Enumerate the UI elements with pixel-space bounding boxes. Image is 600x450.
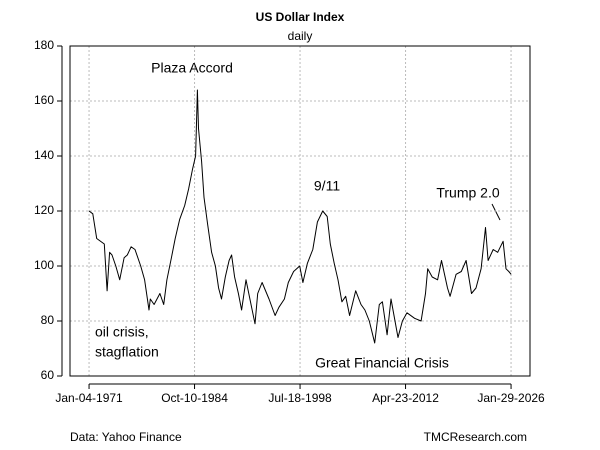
annotation: Great Financial Crisis xyxy=(315,355,449,371)
y-tick-label: 120 xyxy=(34,203,54,217)
y-tick-label: 80 xyxy=(41,313,55,327)
chart-title: US Dollar Index xyxy=(256,10,345,24)
x-tick-label: Jan-29-2026 xyxy=(477,391,545,405)
annotation-arrow xyxy=(491,203,501,221)
x-tick-label: Oct-10-1984 xyxy=(161,391,228,405)
y-tick-label: 160 xyxy=(34,93,54,107)
y-tick-label: 60 xyxy=(41,368,55,382)
source-note: Data: Yahoo Finance xyxy=(70,430,182,444)
x-tick-label: Apr-23-2012 xyxy=(372,391,439,405)
x-tick-label: Jan-04-1971 xyxy=(55,391,123,405)
annotation: 9/11 xyxy=(314,178,340,194)
credit-note: TMCResearch.com xyxy=(424,430,527,444)
x-tick-label: Jul-18-1998 xyxy=(268,391,332,405)
chart-subtitle: daily xyxy=(288,29,313,43)
annotation: stagflation xyxy=(95,344,159,360)
y-tick-label: 100 xyxy=(34,258,54,272)
plot-frame xyxy=(69,45,531,377)
y-tick-label: 180 xyxy=(34,38,54,52)
data-line xyxy=(88,89,512,344)
annotation: oil crisis, xyxy=(95,324,149,340)
y-tick-label: 140 xyxy=(34,148,54,162)
annotation: Trump 2.0 xyxy=(436,185,499,201)
annotation: Plaza Accord xyxy=(151,60,233,76)
